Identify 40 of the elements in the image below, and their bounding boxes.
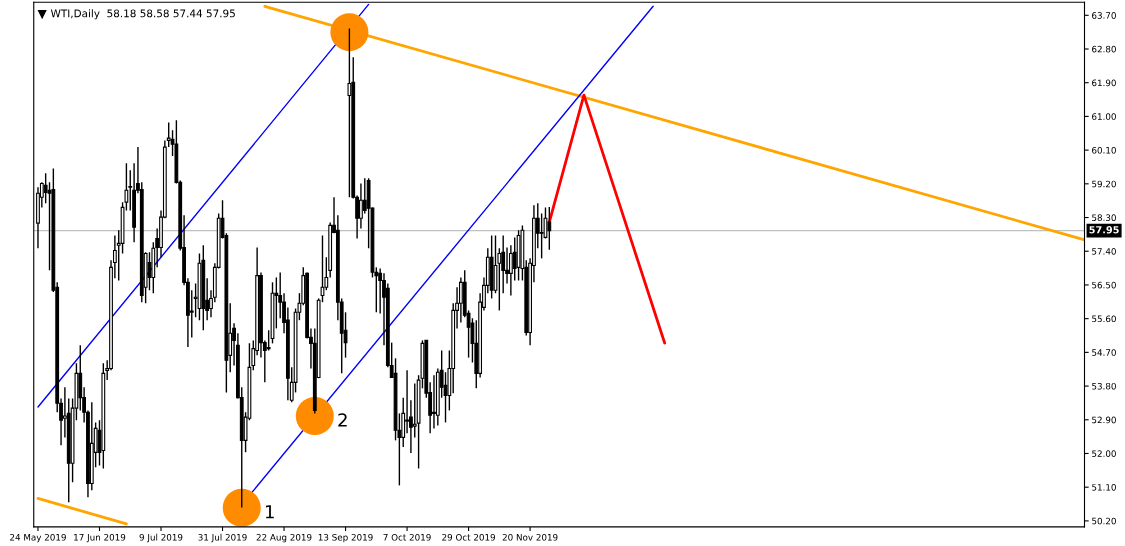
y-tick-label: 54.70: [1092, 349, 1116, 356]
point: [222, 488, 261, 527]
text: WTI,Daily 58.18 58.58 57.44 57.95: [50, 9, 235, 20]
point: [295, 397, 334, 436]
y-tick-label: 53.80: [1092, 382, 1116, 390]
y-tick-label: 60.10: [1092, 146, 1116, 154]
x-tick-label: 9 Jul 2019: [139, 533, 183, 543]
y-tick-label: 57.40: [1092, 248, 1116, 255]
candlestick: [432, 374, 436, 430]
x-tick-label: 7 Oct 2019: [383, 533, 431, 541]
y-tick-label: 52.00: [1092, 450, 1116, 457]
y-tick-label: 62.80: [1092, 45, 1116, 53]
candlestick: [539, 212, 544, 260]
candlestick: [266, 329, 271, 352]
candlestick: [405, 369, 409, 434]
x-tick-label: 22 Aug 2019: [256, 533, 312, 543]
x-tick-label: 24 May 2019: [10, 533, 66, 543]
y-tick-label: 50.20: [1092, 517, 1116, 525]
candlestick: [147, 251, 152, 291]
candlestick: [359, 182, 363, 230]
x-tick-label: 20 Nov 2019: [502, 533, 558, 541]
y-tick-label: 52.90: [1092, 416, 1116, 424]
annotation: 2: [338, 413, 347, 427]
y-tick-label: 55.60: [1092, 315, 1116, 323]
y-tick-label: 61.00: [1092, 113, 1116, 120]
candlestick: [458, 276, 463, 324]
y-tick-label: 63.70: [1092, 12, 1116, 19]
y-tick-label: 61.90: [1092, 79, 1116, 87]
annotation: 1: [265, 505, 274, 519]
x-tick-label: 31 Jul 2019: [198, 533, 247, 543]
x-tick-label: 29 Oct 2019: [442, 533, 496, 541]
x-tick-label: 13 Sep 2019: [318, 533, 373, 543]
x-tick-label: 17 Jun 2019: [74, 533, 126, 543]
y-tick-label: 58.30: [1092, 214, 1116, 221]
y-tick-label: 51.10: [1092, 484, 1116, 491]
point: [330, 13, 369, 52]
candlestick: [547, 206, 552, 251]
y-tick-label: 59.20: [1092, 180, 1116, 188]
y-tick-label: 56.50: [1092, 281, 1116, 289]
ref-line-label: 57.95: [1089, 226, 1119, 234]
